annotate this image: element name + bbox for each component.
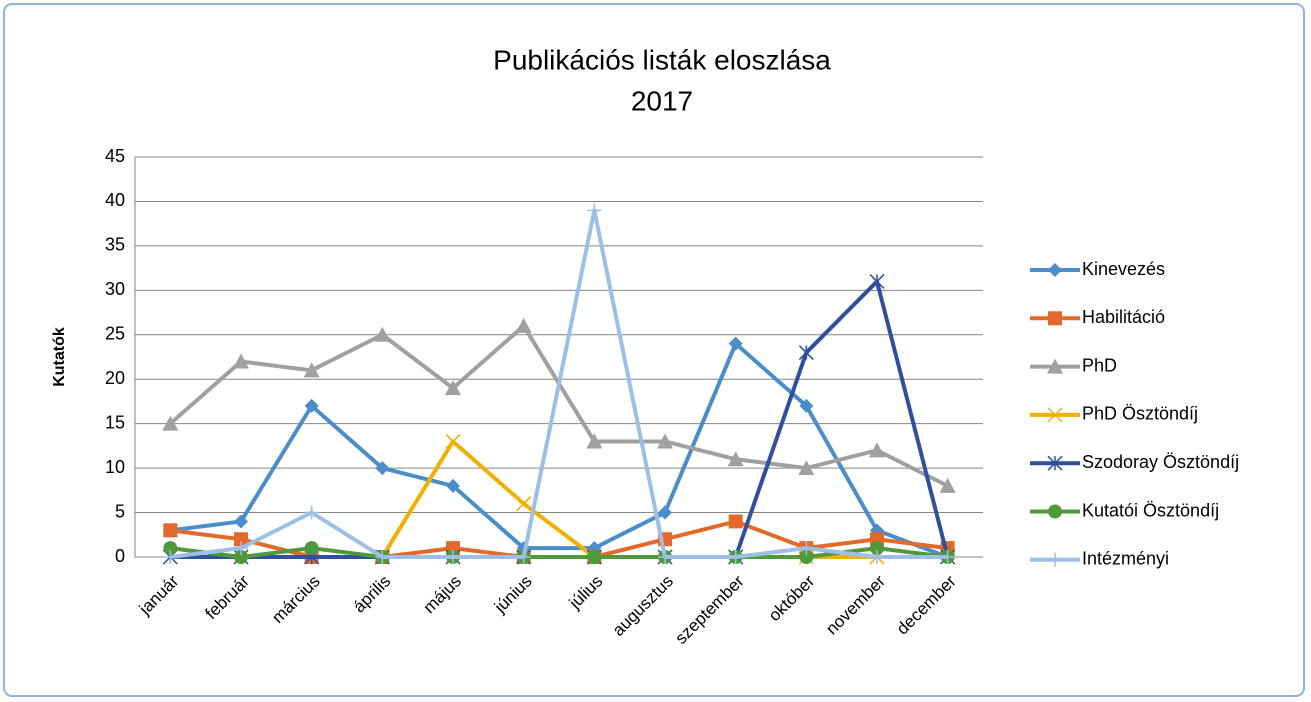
marker: [728, 336, 743, 351]
marker: [658, 550, 672, 564]
marker: [940, 550, 955, 564]
marker: [1047, 455, 1063, 471]
marker: [233, 353, 249, 369]
marker: [445, 433, 461, 449]
marker: [234, 550, 248, 564]
marker: [869, 442, 885, 458]
marker: [1048, 263, 1062, 277]
marker: [587, 203, 602, 218]
marker: [445, 380, 461, 396]
marker: [163, 541, 178, 556]
y-tick-label: 5: [115, 501, 125, 521]
marker: [303, 362, 320, 378]
legend-label: Szodoray Ösztöndíj: [1082, 452, 1239, 472]
marker: [163, 550, 178, 564]
marker: [375, 550, 390, 564]
marker: [162, 415, 179, 431]
series-line: [170, 208, 948, 559]
marker: [1047, 358, 1063, 374]
marker: [728, 514, 743, 529]
chart-subtitle: 2017: [631, 85, 693, 116]
marker: [446, 478, 460, 493]
marker: [374, 326, 391, 342]
marker: [516, 550, 531, 564]
marker: [304, 541, 319, 556]
marker: [727, 451, 744, 467]
legend-label: Habilitáció: [1082, 307, 1165, 327]
marker: [304, 505, 319, 520]
y-tick-label: 45: [105, 146, 125, 166]
y-tick-label: 35: [105, 235, 125, 255]
marker: [799, 541, 814, 556]
marker: [799, 550, 814, 564]
marker: [869, 273, 885, 289]
marker: [1048, 552, 1062, 567]
marker: [798, 345, 814, 361]
y-tick-label: 30: [105, 279, 125, 299]
marker: [1048, 504, 1062, 519]
legend-label: Intézményi: [1082, 549, 1169, 569]
marker: [234, 541, 248, 556]
marker: [939, 477, 956, 493]
marker: [234, 532, 248, 547]
marker: [1047, 407, 1063, 423]
legend-label: Kinevezés: [1082, 259, 1165, 279]
series-line: [170, 546, 948, 559]
y-tick-label: 25: [105, 324, 125, 344]
marker: [728, 550, 743, 564]
marker: [234, 514, 248, 529]
marker: [516, 496, 532, 512]
marker: [658, 505, 672, 520]
marker: [446, 550, 460, 564]
marker: [799, 398, 814, 413]
y-tick-label: 15: [105, 412, 125, 432]
legend-label: Kutatói Ösztöndíj: [1082, 500, 1219, 520]
marker: [1048, 311, 1062, 326]
marker: [870, 541, 884, 556]
marker: [304, 398, 319, 413]
legend-label: PhD Ösztöndíj: [1082, 404, 1198, 424]
marker: [515, 317, 532, 333]
legend-label: PhD: [1082, 355, 1117, 375]
marker: [586, 433, 603, 449]
chart-title: Publikációs listák eloszlása: [493, 44, 831, 75]
y-tick-label: 0: [115, 546, 125, 566]
marker: [657, 433, 673, 449]
marker: [587, 550, 602, 564]
y-tick-label: 10: [105, 457, 125, 477]
marker: [375, 461, 390, 476]
y-tick-label: 20: [105, 368, 125, 388]
marker: [163, 523, 178, 538]
series-line: [170, 341, 949, 559]
y-tick-label: 40: [105, 190, 125, 210]
marker: [798, 460, 815, 476]
marker: [870, 550, 884, 564]
y-axis-label: Kutatók: [51, 327, 68, 387]
